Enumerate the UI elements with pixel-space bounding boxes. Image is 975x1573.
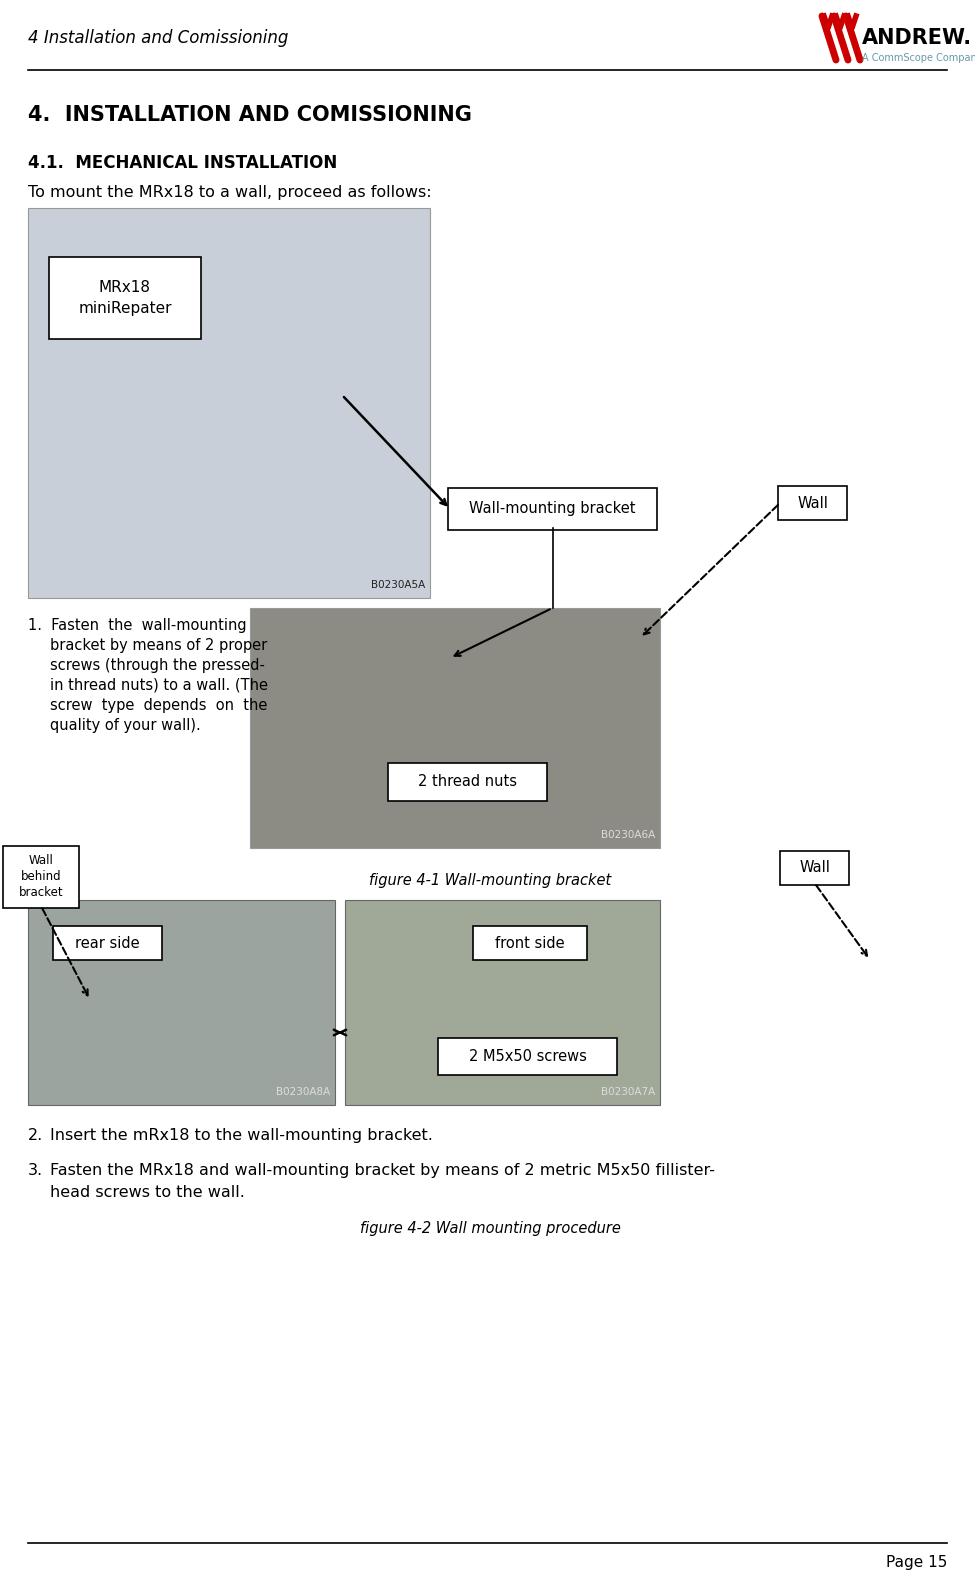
Text: B0230A7A: B0230A7A: [601, 1087, 655, 1096]
FancyBboxPatch shape: [49, 256, 201, 340]
Text: bracket by means of 2 proper: bracket by means of 2 proper: [50, 639, 267, 653]
Text: 2 thread nuts: 2 thread nuts: [418, 774, 517, 790]
FancyBboxPatch shape: [53, 926, 162, 960]
Text: 4 Installation and Comissioning: 4 Installation and Comissioning: [28, 28, 289, 47]
Text: 2 M5x50 screws: 2 M5x50 screws: [469, 1049, 586, 1063]
FancyBboxPatch shape: [778, 486, 847, 521]
Text: Wall: Wall: [798, 495, 828, 511]
Text: Wall: Wall: [800, 860, 830, 876]
Text: B0230A8A: B0230A8A: [276, 1087, 330, 1096]
Text: figure 4-2 Wall mounting procedure: figure 4-2 Wall mounting procedure: [360, 1221, 620, 1235]
Text: figure 4-1 Wall-mounting bracket: figure 4-1 Wall-mounting bracket: [369, 873, 611, 887]
Text: Wall-mounting bracket: Wall-mounting bracket: [469, 502, 636, 516]
Bar: [28, 208, 430, 598]
Text: 1.  Fasten  the  wall-mounting: 1. Fasten the wall-mounting: [28, 618, 247, 632]
Text: ANDREW.: ANDREW.: [862, 28, 972, 49]
FancyBboxPatch shape: [448, 488, 657, 530]
Text: 2.: 2.: [28, 1128, 43, 1144]
Text: 3.: 3.: [28, 1162, 43, 1178]
Text: screws (through the pressed-: screws (through the pressed-: [50, 658, 265, 673]
Text: screw  type  depends  on  the: screw type depends on the: [50, 698, 267, 713]
FancyBboxPatch shape: [3, 846, 79, 908]
Text: Insert the mRx18 to the wall-mounting bracket.: Insert the mRx18 to the wall-mounting br…: [50, 1128, 433, 1144]
Text: front side: front side: [495, 936, 565, 950]
Text: Wall
behind
bracket: Wall behind bracket: [19, 854, 63, 900]
Text: B0230A6A: B0230A6A: [601, 831, 655, 840]
Text: Page 15: Page 15: [885, 1556, 947, 1570]
Bar: [345, 900, 660, 1104]
FancyBboxPatch shape: [438, 1038, 617, 1074]
FancyBboxPatch shape: [388, 763, 547, 801]
Text: head screws to the wall.: head screws to the wall.: [50, 1184, 245, 1200]
Text: 4.  INSTALLATION AND COMISSIONING: 4. INSTALLATION AND COMISSIONING: [28, 105, 472, 124]
Text: B0230A5A: B0230A5A: [370, 580, 425, 590]
Bar: [250, 609, 660, 848]
FancyBboxPatch shape: [473, 926, 587, 960]
Text: rear side: rear side: [75, 936, 139, 950]
Bar: [28, 900, 335, 1104]
Text: A CommScope Company: A CommScope Company: [862, 53, 975, 63]
Text: 4.1.  MECHANICAL INSTALLATION: 4.1. MECHANICAL INSTALLATION: [28, 154, 337, 171]
Text: quality of your wall).: quality of your wall).: [50, 717, 201, 733]
FancyBboxPatch shape: [780, 851, 849, 886]
Text: To mount the MRx18 to a wall, proceed as follows:: To mount the MRx18 to a wall, proceed as…: [28, 186, 432, 200]
Text: Fasten the MRx18 and wall-mounting bracket by means of 2 metric M5x50 fillister-: Fasten the MRx18 and wall-mounting brack…: [50, 1162, 715, 1178]
Text: MRx18
miniRepater: MRx18 miniRepater: [78, 280, 172, 316]
Text: in thread nuts) to a wall. (The: in thread nuts) to a wall. (The: [50, 678, 268, 694]
